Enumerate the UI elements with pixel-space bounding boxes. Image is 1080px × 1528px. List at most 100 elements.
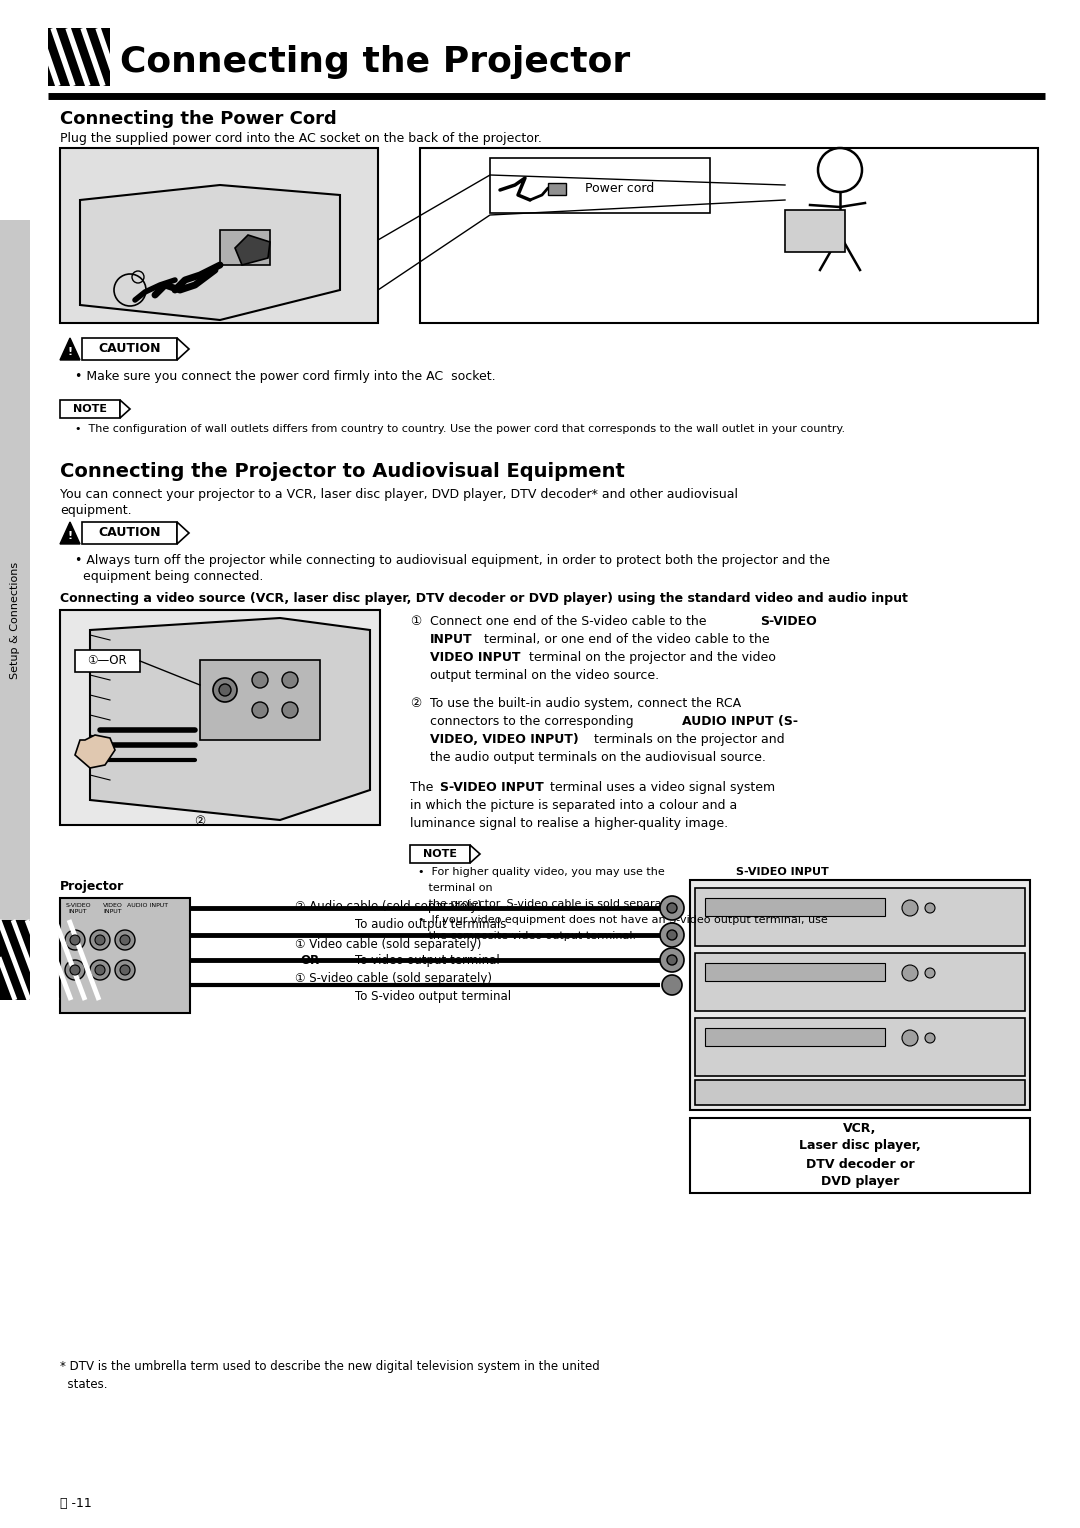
Text: in which the picture is separated into a colour and a: in which the picture is separated into a… xyxy=(410,799,738,811)
Text: VCR,
Laser disc player,
DTV decoder or
DVD player: VCR, Laser disc player, DTV decoder or D… xyxy=(799,1122,921,1189)
Circle shape xyxy=(667,955,677,966)
Text: ⓖ -11: ⓖ -11 xyxy=(60,1497,92,1510)
Text: S-VIDEO: S-VIDEO xyxy=(760,614,816,628)
Text: CAUTION: CAUTION xyxy=(98,527,161,539)
Text: AUDIO INPUT: AUDIO INPUT xyxy=(127,903,168,908)
Text: Connecting the Power Cord: Connecting the Power Cord xyxy=(60,110,337,128)
Bar xyxy=(705,1028,885,1047)
Circle shape xyxy=(114,931,135,950)
Text: luminance signal to realise a higher-quality image.: luminance signal to realise a higher-qua… xyxy=(410,817,728,830)
Circle shape xyxy=(924,903,935,914)
Text: AUDIO INPUT (S-: AUDIO INPUT (S- xyxy=(681,715,798,727)
Bar xyxy=(696,953,1025,1012)
Text: VIDEO, VIDEO INPUT): VIDEO, VIDEO INPUT) xyxy=(430,733,579,746)
Polygon shape xyxy=(235,235,270,264)
Circle shape xyxy=(70,966,80,975)
Bar xyxy=(220,231,270,264)
Circle shape xyxy=(660,923,684,947)
Circle shape xyxy=(219,685,231,695)
Text: equipment being connected.: equipment being connected. xyxy=(75,570,264,584)
Bar xyxy=(0,920,30,999)
Text: You can connect your projector to a VCR, laser disc player, DVD player, DTV deco: You can connect your projector to a VCR,… xyxy=(60,487,738,501)
Text: To video output terminal: To video output terminal xyxy=(355,953,500,967)
Bar xyxy=(60,148,378,322)
Circle shape xyxy=(660,895,684,920)
Text: ①: ① xyxy=(410,614,421,628)
Text: terminal on the projector and the video: terminal on the projector and the video xyxy=(525,651,775,665)
Polygon shape xyxy=(120,400,130,419)
Text: !: ! xyxy=(67,530,72,541)
Text: * DTV is the umbrella term used to describe the new digital television system in: * DTV is the umbrella term used to descr… xyxy=(60,1360,599,1374)
Bar xyxy=(420,148,1038,322)
Text: terminal on: terminal on xyxy=(418,883,492,892)
Text: • Always turn off the projector while connecting to audiovisual equipment, in or: • Always turn off the projector while co… xyxy=(75,555,831,567)
Text: Plug the supplied power cord into the AC socket on the back of the projector.: Plug the supplied power cord into the AC… xyxy=(60,131,542,145)
Text: NOTE: NOTE xyxy=(73,403,107,414)
Polygon shape xyxy=(75,735,114,769)
Circle shape xyxy=(120,966,130,975)
Text: S-VIDEO INPUT: S-VIDEO INPUT xyxy=(440,781,543,795)
Bar xyxy=(82,338,177,361)
Circle shape xyxy=(252,672,268,688)
Text: •  If your video equipment does not have an S-video output terminal, use: • If your video equipment does not have … xyxy=(418,915,827,924)
Bar xyxy=(548,183,566,196)
Bar xyxy=(60,898,190,1013)
Text: Connecting the Projector to Audiovisual Equipment: Connecting the Projector to Audiovisual … xyxy=(60,461,625,481)
Text: NOTE: NOTE xyxy=(423,850,457,859)
Text: CAUTION: CAUTION xyxy=(98,342,161,356)
Circle shape xyxy=(667,903,677,914)
Text: Power cord: Power cord xyxy=(585,182,654,196)
Text: S-VIDEO
INPUT: S-VIDEO INPUT xyxy=(65,903,91,914)
Text: the projector. S-video cable is sold separately.: the projector. S-video cable is sold sep… xyxy=(418,898,685,909)
Text: To use the built-in audio system, connect the RCA: To use the built-in audio system, connec… xyxy=(430,697,741,711)
Polygon shape xyxy=(80,185,340,319)
Bar xyxy=(60,400,120,419)
Circle shape xyxy=(120,935,130,944)
Text: Connecting a video source (VCR, laser disc player, DTV decoder or DVD player) us: Connecting a video source (VCR, laser di… xyxy=(60,591,908,605)
Text: To audio output terminals: To audio output terminals xyxy=(355,918,507,931)
Bar xyxy=(690,880,1030,1109)
Circle shape xyxy=(252,701,268,718)
Circle shape xyxy=(282,701,298,718)
Text: terminal uses a video signal system: terminal uses a video signal system xyxy=(546,781,775,795)
Bar xyxy=(696,1080,1025,1105)
Circle shape xyxy=(902,966,918,981)
Circle shape xyxy=(282,672,298,688)
Bar xyxy=(705,898,885,915)
Circle shape xyxy=(902,900,918,915)
Circle shape xyxy=(65,931,85,950)
Circle shape xyxy=(213,678,237,701)
Bar xyxy=(82,523,177,544)
Polygon shape xyxy=(60,338,80,361)
Bar xyxy=(410,845,470,863)
Bar xyxy=(705,963,885,981)
Circle shape xyxy=(660,947,684,972)
Text: connectors to the corresponding: connectors to the corresponding xyxy=(430,715,637,727)
Bar xyxy=(490,157,710,212)
Circle shape xyxy=(70,935,80,944)
Text: the composite video output terminal.: the composite video output terminal. xyxy=(418,931,636,941)
Text: S-VIDEO INPUT: S-VIDEO INPUT xyxy=(735,866,828,877)
Text: VIDEO
INPUT: VIDEO INPUT xyxy=(103,903,123,914)
Polygon shape xyxy=(90,617,370,821)
Text: terminals on the projector and: terminals on the projector and xyxy=(590,733,785,746)
Polygon shape xyxy=(60,523,80,544)
Text: ① Video cable (sold separately): ① Video cable (sold separately) xyxy=(295,938,482,950)
Polygon shape xyxy=(177,338,189,361)
Circle shape xyxy=(65,960,85,979)
Bar xyxy=(48,28,110,86)
Text: ①—OR: ①—OR xyxy=(87,654,126,668)
Bar xyxy=(696,1018,1025,1076)
Text: INPUT: INPUT xyxy=(430,633,473,646)
Circle shape xyxy=(667,931,677,940)
Text: states.: states. xyxy=(60,1378,108,1390)
Text: ① S-video cable (sold separately): ① S-video cable (sold separately) xyxy=(295,972,492,986)
Circle shape xyxy=(924,1033,935,1044)
Text: ②: ② xyxy=(194,814,205,828)
Bar xyxy=(0,220,30,999)
Text: equipment.: equipment. xyxy=(60,504,132,516)
Bar xyxy=(690,1118,1030,1193)
Bar xyxy=(75,649,140,672)
Text: Setup & Connections: Setup & Connections xyxy=(10,561,21,678)
Circle shape xyxy=(114,960,135,979)
